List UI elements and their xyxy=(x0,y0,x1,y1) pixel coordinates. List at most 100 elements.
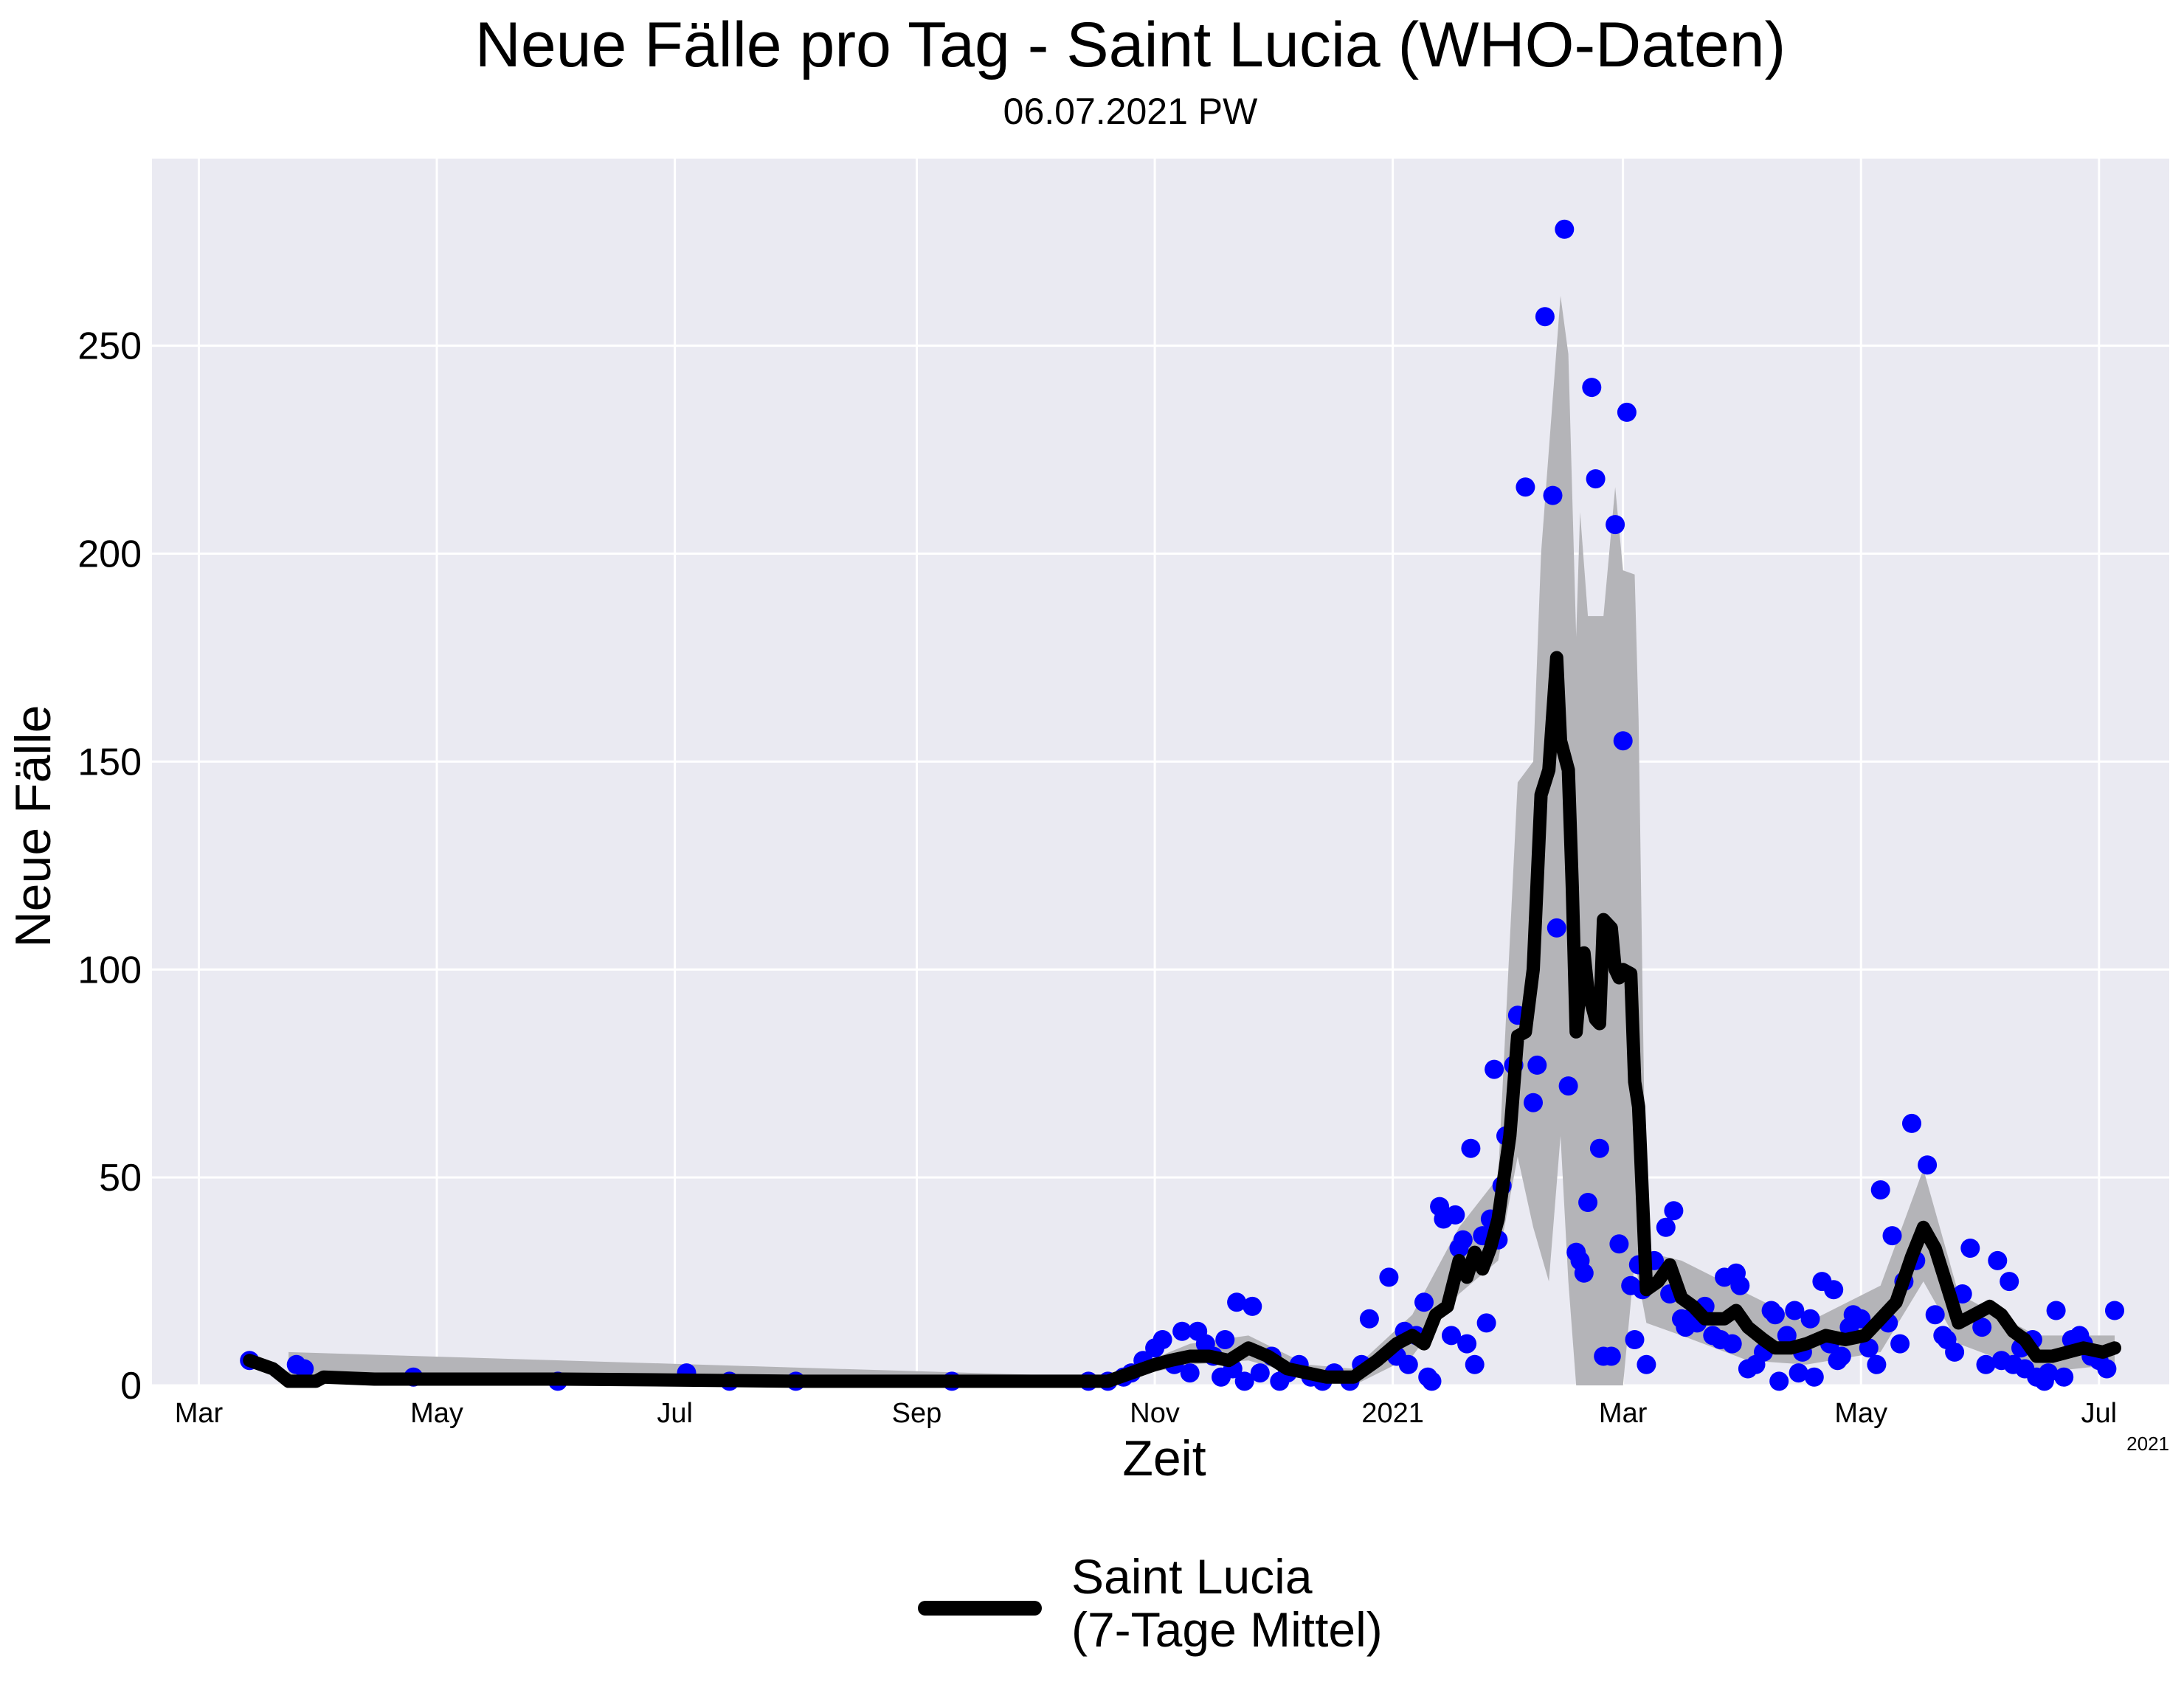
legend-label: Saint Lucia (7-Tage Mittel) xyxy=(1071,1549,1383,1657)
rolling-mean-series xyxy=(243,651,2121,1388)
daily-case-point xyxy=(1398,1354,1418,1374)
daily-case-point xyxy=(1243,1296,1262,1316)
daily-case-point xyxy=(1250,1363,1270,1383)
daily-case-point xyxy=(1859,1338,1879,1358)
y-tick-label: 50 xyxy=(99,1157,142,1199)
daily-case-point xyxy=(1476,1313,1496,1333)
daily-case-point xyxy=(1215,1330,1235,1349)
daily-case-point xyxy=(1601,1346,1621,1366)
daily-case-point xyxy=(1800,1309,1820,1329)
daily-case-point xyxy=(1379,1267,1399,1287)
x-tick-label: Jul xyxy=(2081,1398,2118,1429)
legend: Saint Lucia (7-Tage Mittel) xyxy=(918,1549,1383,1657)
daily-case-point xyxy=(1945,1342,1965,1362)
daily-case-point xyxy=(1527,1055,1547,1075)
y-tick-label: 200 xyxy=(77,533,142,576)
daily-case-point xyxy=(1234,1371,1254,1391)
daily-case-point xyxy=(1227,1292,1247,1312)
daily-case-point xyxy=(1461,1138,1481,1158)
daily-case-point xyxy=(1637,1354,1656,1374)
daily-case-point xyxy=(1180,1363,1200,1383)
x-tick-label: May xyxy=(1834,1398,1887,1429)
daily-case-point xyxy=(1485,1059,1504,1079)
daily-case-point xyxy=(1465,1354,1485,1374)
daily-case-point xyxy=(1617,402,1637,422)
daily-case-point xyxy=(1578,1193,1598,1212)
daily-case-point xyxy=(1902,1113,1921,1133)
daily-case-point xyxy=(1613,731,1633,751)
daily-case-point xyxy=(1574,1263,1594,1283)
legend-label-line: (7-Tage Mittel) xyxy=(1071,1602,1383,1657)
daily-case-point xyxy=(1516,477,1535,497)
daily-case-point xyxy=(1925,1305,1945,1325)
x-axis-offset-label: 2021 xyxy=(2126,1433,2169,1455)
daily-case-point xyxy=(1453,1230,1473,1250)
rolling-mean-line xyxy=(243,651,2121,1388)
daily-case-point xyxy=(2054,1367,2074,1387)
daily-case-point xyxy=(1442,1326,1461,1346)
daily-case-point xyxy=(1804,1367,1824,1387)
daily-case-point xyxy=(1422,1371,1442,1391)
daily-case-point xyxy=(1976,1354,1996,1374)
daily-case-point xyxy=(1867,1354,1887,1374)
daily-case-point xyxy=(1918,1155,1938,1175)
daily-case-point xyxy=(1609,1234,1629,1254)
y-axis-label: Neue Fälle xyxy=(5,705,61,948)
daily-case-point xyxy=(1445,1205,1465,1225)
daily-case-point xyxy=(1882,1226,1902,1246)
chart-subtitle: 06.07.2021 PW xyxy=(1003,91,1258,132)
daily-case-point xyxy=(1547,918,1566,938)
daily-case-point xyxy=(1656,1217,1676,1237)
daily-case-point xyxy=(1769,1371,1789,1391)
daily-case-point xyxy=(1153,1330,1172,1349)
daily-case-point xyxy=(1785,1301,1805,1320)
x-axis-ticks: Mar May Jul Sep Nov 2021 Mar May Jul xyxy=(175,1398,2117,1429)
daily-case-point xyxy=(1535,307,1555,327)
daily-case-point xyxy=(1722,1334,1742,1354)
x-tick-label: Sep xyxy=(892,1398,942,1429)
chart-title: Neue Fälle pro Tag - Saint Lucia (WHO-Da… xyxy=(475,10,1786,80)
daily-case-point xyxy=(1730,1275,1750,1295)
daily-case-point xyxy=(1777,1326,1797,1346)
daily-case-point xyxy=(1558,1076,1578,1096)
daily-case-point xyxy=(1890,1334,1910,1354)
x-tick-label: Mar xyxy=(175,1398,224,1429)
plot-area xyxy=(152,159,2169,1385)
daily-case-point xyxy=(1524,1093,1543,1112)
daily-case-point xyxy=(2046,1301,2066,1320)
daily-case-point xyxy=(1543,485,1563,505)
daily-case-point xyxy=(1172,1321,1192,1341)
daily-case-point xyxy=(1988,1250,2008,1270)
x-tick-label: Nov xyxy=(1130,1398,1180,1429)
daily-case-point xyxy=(1664,1201,1684,1221)
x-tick-label: Jul xyxy=(657,1398,693,1429)
y-axis-ticks: 0 50 100 150 200 250 xyxy=(77,325,142,1408)
daily-case-point xyxy=(1457,1334,1477,1354)
daily-case-point xyxy=(1555,219,1575,239)
confidence-band xyxy=(288,296,2115,1385)
daily-case-point xyxy=(1586,469,1606,489)
x-tick-label: 2021 xyxy=(1361,1398,1424,1429)
daily-case-point xyxy=(2097,1359,2117,1379)
daily-case-point xyxy=(2039,1363,2059,1383)
daily-case-point xyxy=(2000,1272,2019,1292)
daily-case-point xyxy=(1972,1318,1992,1337)
daily-case-point xyxy=(1960,1239,1980,1258)
confidence-band-area xyxy=(288,296,2115,1385)
daily-case-point xyxy=(294,1359,314,1379)
daily-case-point xyxy=(1582,378,1602,398)
daily-case-point xyxy=(1851,1309,1871,1329)
x-axis-label: Zeit xyxy=(1122,1430,1206,1486)
legend-label-line: Saint Lucia xyxy=(1071,1549,1313,1604)
daily-case-point xyxy=(1359,1309,1379,1329)
y-tick-label: 100 xyxy=(77,949,142,991)
x-tick-label: Mar xyxy=(1599,1398,1648,1429)
y-tick-label: 250 xyxy=(77,325,142,368)
y-tick-label: 150 xyxy=(77,741,142,783)
daily-case-point xyxy=(1414,1292,1434,1312)
x-tick-label: May xyxy=(410,1398,463,1429)
daily-case-point xyxy=(2105,1301,2124,1320)
y-tick-label: 0 xyxy=(120,1365,142,1408)
daily-case-point xyxy=(1765,1305,1785,1325)
daily-case-point xyxy=(1824,1280,1844,1300)
